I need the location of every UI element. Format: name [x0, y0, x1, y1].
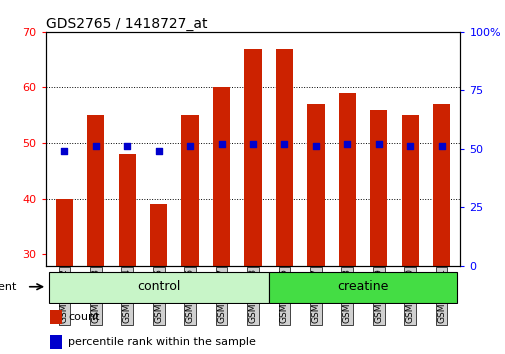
Bar	[150, 204, 167, 266]
FancyBboxPatch shape	[48, 272, 268, 303]
Bar	[401, 115, 418, 266]
Text: GSM115533: GSM115533	[91, 268, 100, 323]
Text: GSM115527: GSM115527	[311, 268, 320, 323]
Bar	[275, 48, 292, 266]
Text: GDS2765 / 1418727_at: GDS2765 / 1418727_at	[45, 17, 207, 31]
Point	[186, 143, 194, 149]
Text: GSM115530: GSM115530	[405, 268, 414, 323]
Bar	[307, 104, 324, 266]
Text: GSM115534: GSM115534	[123, 268, 131, 323]
Bar	[432, 104, 449, 266]
Point	[60, 148, 68, 154]
Text: GSM115538: GSM115538	[248, 268, 257, 323]
Bar	[181, 115, 198, 266]
Point	[311, 143, 319, 149]
Text: percentile rank within the sample: percentile rank within the sample	[68, 337, 256, 347]
Point	[437, 143, 445, 149]
Bar	[49, 310, 62, 324]
Bar	[369, 110, 387, 266]
Point	[248, 141, 257, 147]
Text: GSM115536: GSM115536	[185, 268, 194, 323]
Point	[406, 143, 414, 149]
Point	[123, 143, 131, 149]
Text: agent: agent	[0, 282, 17, 292]
Point	[342, 141, 350, 147]
Text: GSM115537: GSM115537	[217, 268, 226, 323]
Text: GSM115526: GSM115526	[279, 268, 288, 323]
Text: GSM115535: GSM115535	[154, 268, 163, 323]
Bar	[87, 115, 104, 266]
Text: control: control	[137, 280, 180, 293]
Bar	[49, 335, 62, 349]
Bar	[56, 199, 73, 266]
Text: GSM115529: GSM115529	[374, 268, 382, 323]
Text: GSM115528: GSM115528	[342, 268, 351, 323]
Point	[91, 143, 99, 149]
Point	[217, 141, 225, 147]
Text: GSM115532: GSM115532	[60, 268, 69, 323]
Bar	[244, 48, 261, 266]
Bar	[213, 87, 230, 266]
FancyBboxPatch shape	[268, 272, 457, 303]
Text: creatine: creatine	[337, 280, 388, 293]
Bar	[118, 154, 136, 266]
Bar	[338, 93, 355, 266]
Point	[155, 148, 163, 154]
Point	[280, 141, 288, 147]
Point	[374, 141, 382, 147]
Text: GSM115531: GSM115531	[436, 268, 445, 323]
Text: count: count	[68, 312, 99, 322]
